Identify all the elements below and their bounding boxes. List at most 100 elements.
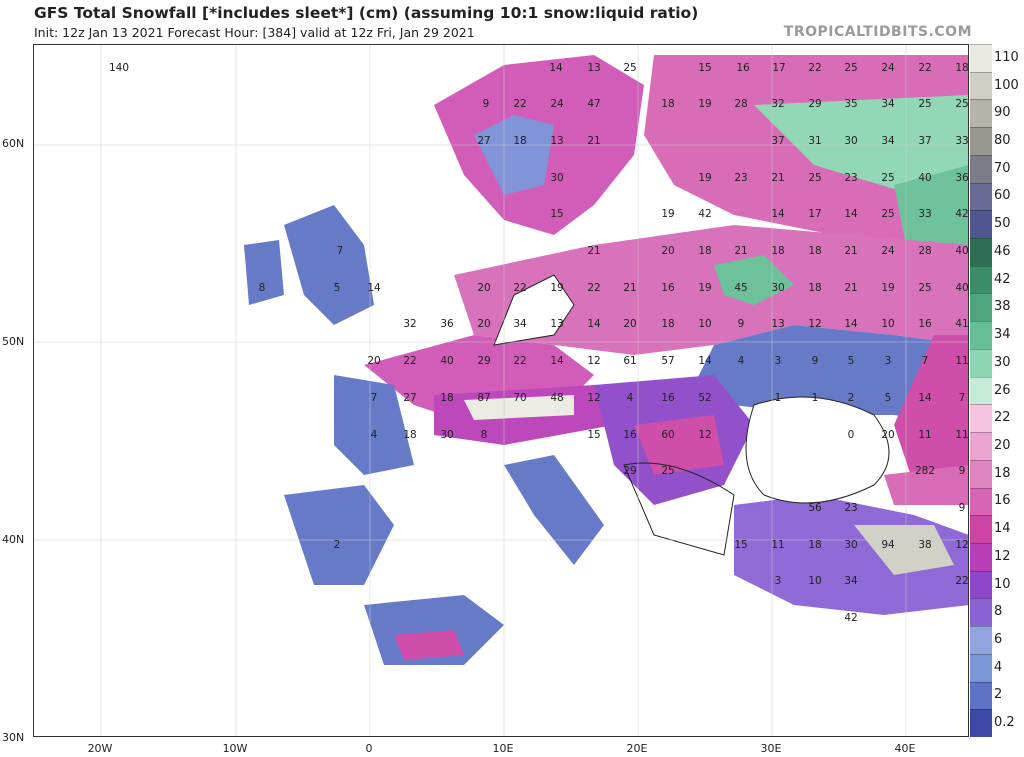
snowfall-value-label: 60 <box>661 429 675 441</box>
snowfall-value-label: 21 <box>771 172 785 184</box>
colorbar-label: 110 <box>994 49 1019 65</box>
colorbar-label: 30 <box>994 354 1011 370</box>
snowfall-value-label: 16 <box>661 392 675 404</box>
snowfall-value-label: 42 <box>844 612 858 624</box>
snowfall-value-label: 17 <box>808 208 822 220</box>
snowfall-value-label: 11 <box>955 429 969 441</box>
snowfall-value-label: 4 <box>626 392 634 404</box>
snowfall-value-label: 13 <box>550 135 564 147</box>
snowfall-value-label: 16 <box>661 282 675 294</box>
snowfall-value-label: 33 <box>955 135 969 147</box>
colorbar-swatch <box>970 570 992 599</box>
colorbar-swatch <box>970 127 992 155</box>
snowfall-value-label: 20 <box>367 355 381 367</box>
snowfall-value-label: 45 <box>734 282 748 294</box>
snowfall-value-label: 18 <box>661 98 675 110</box>
snowfall-value-label: 3 <box>884 355 892 367</box>
colorbar-swatch <box>970 99 992 128</box>
snowfall-value-label: 29 <box>477 355 491 367</box>
snowfall-value-label: 37 <box>918 135 932 147</box>
snowfall-value-label: 25 <box>881 208 895 220</box>
snowfall-value-label: 87 <box>477 392 491 404</box>
snowfall-value-label: 13 <box>771 318 785 330</box>
snowfall-value-label: 36 <box>440 318 454 330</box>
snowfall-value-label: 19 <box>550 282 564 294</box>
snowfall-value-label: 22 <box>587 282 601 294</box>
snowfall-value-label: 9 <box>958 502 966 514</box>
snowfall-value-label: 40 <box>955 245 969 257</box>
snowfall-value-label: 9 <box>811 355 819 367</box>
snowfall-value-label: 40 <box>440 355 454 367</box>
colorbar-legend: 110 100 90 80 70 60 50 46 42 38 34 30 26 22 20 18 16 14 12… <box>970 44 1024 737</box>
colorbar-swatch <box>970 210 992 239</box>
snowfall-value-label: 21 <box>587 135 601 147</box>
snowfall-value-label: 15 <box>550 208 564 220</box>
snowfall-value-label: 14 <box>844 318 858 330</box>
snowfall-value-label: 12 <box>955 539 969 551</box>
colorbar-label: 18 <box>994 465 1011 481</box>
snowfall-value-label: 12 <box>698 429 712 441</box>
snowfall-value-label: 30 <box>440 429 454 441</box>
snowfall-value-label: 15 <box>587 429 601 441</box>
colorbar-swatch <box>970 44 992 72</box>
colorbar-label: 46 <box>994 243 1011 259</box>
snowfall-value-label: 22 <box>955 575 969 587</box>
snowfall-value-label: 10 <box>808 575 822 587</box>
snowfall-value-label: 27 <box>403 392 417 404</box>
colorbar-label: 70 <box>994 160 1011 176</box>
snowfall-value-label: 19 <box>661 208 675 220</box>
snowfall-value-label: 18 <box>403 429 417 441</box>
colorbar-swatch <box>970 487 992 516</box>
snowfall-map <box>34 45 968 736</box>
colorbar-swatch <box>970 432 992 460</box>
colorbar-label: 42 <box>994 271 1011 287</box>
snowfall-value-label: 47 <box>587 98 601 110</box>
snowfall-value-label: 18 <box>698 245 712 257</box>
colorbar-label: 0.2 <box>994 715 1015 731</box>
snowfall-value-label: 14 <box>844 208 858 220</box>
lon-label-20e: 20E <box>626 742 648 755</box>
snowfall-value-label: 16 <box>623 429 637 441</box>
snowfall-value-label: 11 <box>771 539 785 551</box>
snowfall-value-label: 22 <box>513 98 527 110</box>
colorbar-label: 10 <box>994 576 1011 592</box>
snowfall-value-label: 20 <box>477 282 491 294</box>
snowfall-value-label: 5 <box>333 282 341 294</box>
snowfall-value-label: 18 <box>771 245 785 257</box>
snowfall-value-label: 7 <box>958 392 966 404</box>
snowfall-value-label: 36 <box>955 172 969 184</box>
snowfall-value-label: 19 <box>881 282 895 294</box>
colorbar-swatch <box>970 154 992 183</box>
snowfall-value-label: 14 <box>587 318 601 330</box>
snowfall-value-label: 41 <box>955 318 969 330</box>
snowfall-value-label: 30 <box>771 282 785 294</box>
snowfall-value-label: 35 <box>844 98 858 110</box>
snowfall-value-label: 1 <box>774 392 782 404</box>
snowfall-value-label: 282 <box>914 465 936 477</box>
snowfall-value-label: 29 <box>808 98 822 110</box>
snowfall-shading <box>244 55 968 665</box>
colorbar-swatch <box>970 71 992 100</box>
colorbar-label: 16 <box>994 493 1011 509</box>
snowfall-value-label: 15 <box>734 539 748 551</box>
snowfall-value-label: 24 <box>881 62 895 74</box>
snowfall-value-label: 30 <box>844 539 858 551</box>
colorbar-label: 50 <box>994 216 1011 232</box>
lon-label-10e: 10E <box>492 742 514 755</box>
snowfall-value-label: 10 <box>698 318 712 330</box>
snowfall-value-label: 18 <box>955 62 969 74</box>
lat-label-30n: 30N <box>2 731 25 744</box>
snowfall-value-label: 11 <box>955 355 969 367</box>
snowfall-value-label: 25 <box>808 172 822 184</box>
map-title: GFS Total Snowfall [*includes sleet*] (c… <box>34 4 699 22</box>
lon-label-20w: 20W <box>87 742 113 755</box>
snowfall-value-label: 21 <box>844 282 858 294</box>
snowfall-value-label: 20 <box>477 318 491 330</box>
colorbar-swatch <box>970 404 992 433</box>
snowfall-value-label: 12 <box>808 318 822 330</box>
snowfall-value-label: 14 <box>550 355 564 367</box>
lat-label-50n: 50N <box>2 335 25 348</box>
snowfall-value-label: 22 <box>513 355 527 367</box>
snowfall-value-label: 25 <box>918 282 932 294</box>
snowfall-value-label: 42 <box>955 208 969 220</box>
